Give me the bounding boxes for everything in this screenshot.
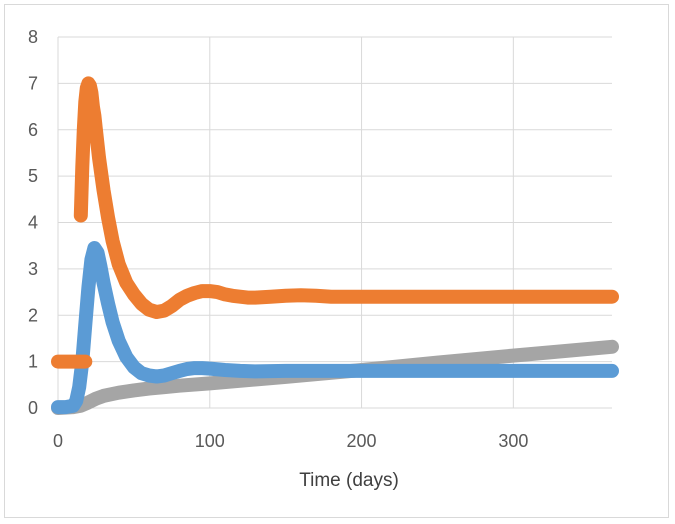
y-tick-label: 2 xyxy=(28,305,38,325)
series-lines xyxy=(51,76,619,415)
y-tick-label: 1 xyxy=(28,352,38,372)
y-tick-label: 8 xyxy=(28,27,38,47)
y-tick-label: 3 xyxy=(28,259,38,279)
y-tick-label: 0 xyxy=(28,398,38,418)
x-tick-label: 100 xyxy=(195,431,225,451)
grid xyxy=(57,36,612,409)
y-tick-label: 5 xyxy=(28,166,38,186)
x-tick-label: 300 xyxy=(498,431,528,451)
y-tick-label: 7 xyxy=(28,73,38,93)
y-tick-label: 4 xyxy=(28,213,38,233)
y-axis-ticks: 0 1 2 3 4 5 6 7 8 xyxy=(28,27,38,418)
x-axis-ticks: 0 100 200 300 xyxy=(53,431,528,451)
x-tick-label: 200 xyxy=(347,431,377,451)
x-tick-label: 0 xyxy=(53,431,63,451)
y-tick-label: 6 xyxy=(28,120,38,140)
series-line xyxy=(73,76,619,319)
series-line xyxy=(51,241,619,415)
x-axis-title: Time (days) xyxy=(299,470,399,491)
